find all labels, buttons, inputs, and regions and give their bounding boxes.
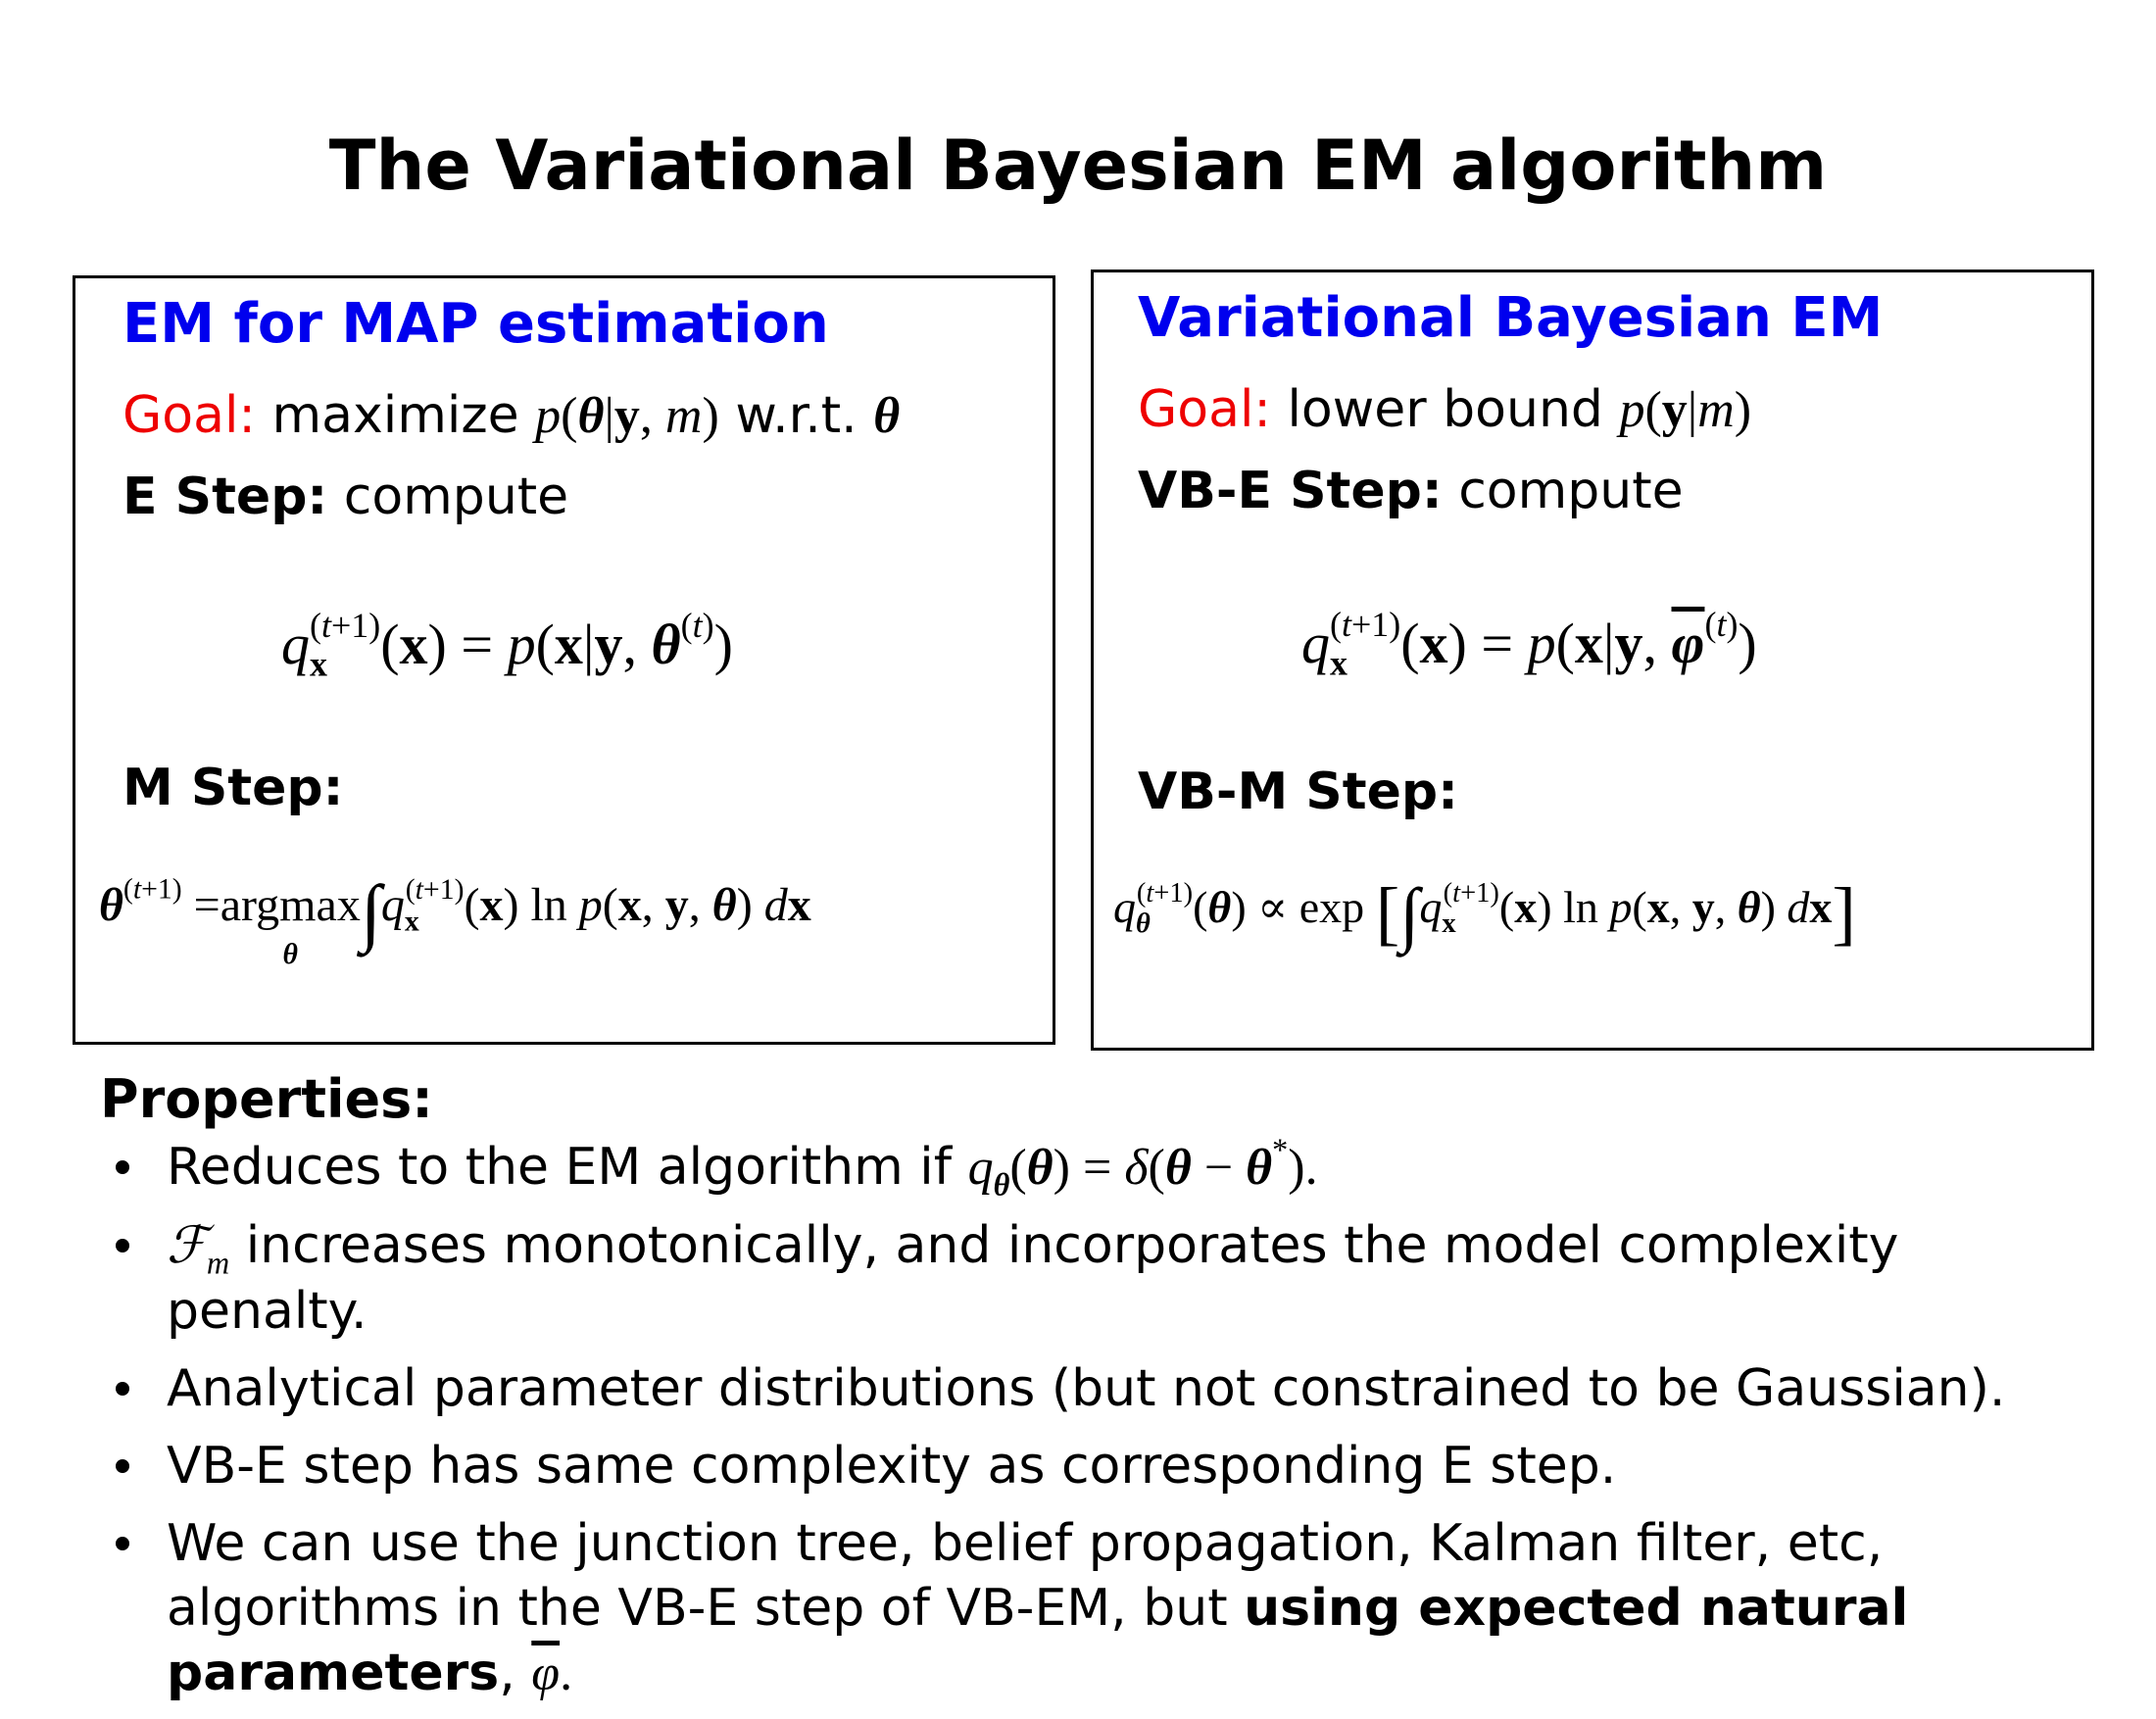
list-item: Analytical parameter distributions (but …	[116, 1356, 2095, 1421]
em-goal-label: Goal:	[122, 386, 256, 445]
vb-m-step-label: VB-M Step:	[1138, 762, 1458, 821]
properties-title: Properties:	[100, 1068, 433, 1130]
bullet-icon	[116, 1459, 129, 1473]
vb-e-step-label: VB-E Step:	[1138, 462, 1443, 520]
vb-goal-line: Goal: lower bound p(y|m)	[1138, 380, 1751, 439]
em-e-equation: qx(t+1)(x) = p(x|y, θ(t))	[281, 606, 733, 684]
list-item: VB-E step has same complexity as corresp…	[116, 1434, 2095, 1498]
vb-e-step-line: VB-E Step: compute	[1138, 462, 1684, 520]
bullet-icon	[116, 1239, 129, 1252]
em-e-step-line: E Step: compute	[122, 467, 568, 526]
em-goal-text: maximize	[271, 386, 519, 445]
em-e-step-label: E Step:	[122, 467, 328, 526]
delta-expr: qθ(θ) = δ(θ − θ*).	[967, 1131, 1318, 1203]
bullet-icon	[116, 1382, 129, 1396]
em-goal-expr: p(θ|y, m)	[535, 388, 719, 444]
em-m-step-label: M Step:	[122, 759, 344, 817]
vb-e-step-text: compute	[1458, 462, 1684, 520]
properties-list: Reduces to the EM algorithm if qθ(θ) = δ…	[116, 1131, 2095, 1719]
vb-em-box: Variational Bayesian EM Goal: lower boun…	[1091, 270, 2094, 1051]
em-map-heading: EM for MAP estimation	[122, 292, 829, 356]
list-item: We can use the junction tree, belief pro…	[116, 1511, 2095, 1706]
em-map-box: EM for MAP estimation Goal: maximize p(θ…	[73, 275, 1055, 1045]
list-item: Reduces to the EM algorithm if qθ(θ) = δ…	[116, 1131, 2095, 1203]
slide-title: The Variational Bayesian EM algorithm	[328, 125, 1828, 206]
vb-goal-text: lower bound	[1287, 380, 1603, 439]
vb-e-equation: qx(t+1)(x) = p(x|y, φ(t))	[1301, 605, 1757, 683]
em-goal-line: Goal: maximize p(θ|y, m) w.r.t. θ	[122, 386, 900, 445]
list-item: ℱm increases monotonically, and incorpor…	[116, 1213, 2095, 1344]
em-goal-suffix: w.r.t.	[735, 386, 858, 445]
em-e-step-text: compute	[343, 467, 569, 526]
free-energy-symbol: ℱm	[167, 1218, 230, 1281]
vb-m-equation: qθ(t+1)(θ) ∝ exp [∫qx(t+1)(x) ln p(x, y,…	[1113, 871, 1856, 955]
em-m-equation: θ(t+1) =argmax θ ∫qx(t+1)(x) ln p(x, y, θ)…	[99, 869, 811, 970]
bullet-icon	[116, 1160, 129, 1174]
vb-goal-expr: p(y|m)	[1619, 382, 1752, 438]
em-goal-var: θ	[873, 388, 901, 444]
argmax-operator: argmax θ	[220, 879, 361, 970]
bullet-icon	[116, 1537, 129, 1550]
vb-em-heading: Variational Bayesian EM	[1138, 286, 1884, 350]
phi-bar-symbol: φ.	[531, 1645, 573, 1701]
vb-goal-label: Goal:	[1138, 380, 1271, 439]
